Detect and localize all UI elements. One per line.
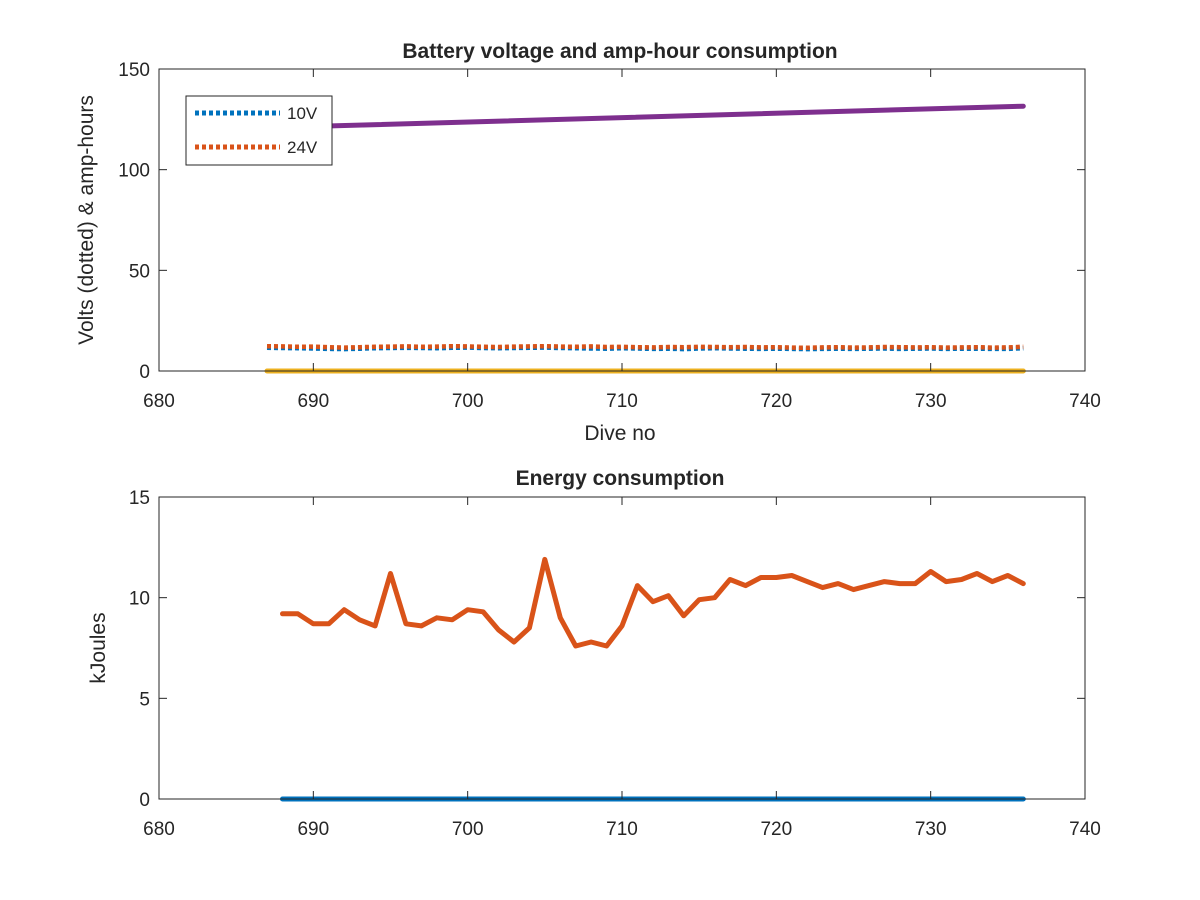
top-x-tick-label: 680 [143,391,175,412]
top-y-tick-label: 0 [139,362,150,383]
bottom-ticks-group: 680 690 700 710 720 730 740 0 5 10 15 [129,488,1101,840]
top-x-tick-label: 690 [297,391,329,412]
bottom-chart: Energy consumption 680 690 700 710 720 730 740… [87,467,1101,840]
bottom-x-tick-label: 740 [1069,819,1101,840]
top-y-tick-label: 100 [118,161,150,182]
bottom-series-line-1 [280,556,1026,649]
bottom-x-tick-label: 730 [915,819,947,840]
top-chart-title: Battery voltage and amp-hour consumption [402,40,837,63]
top-x-tick-label: 720 [760,391,792,412]
bottom-y-tick-label: 15 [129,488,150,509]
bottom-y-axis-label: kJoules [87,612,110,683]
top-x-tick-label: 730 [915,391,947,412]
top-series-line-2 [310,103,1026,129]
bottom-chart-title: Energy consumption [516,467,725,490]
bottom-y-tick-label: 5 [139,689,150,710]
top-series-line-1 [266,343,1024,351]
bottom-x-tick-label: 720 [760,819,792,840]
bottom-y-tick-label: 10 [129,589,150,610]
top-y-tick-label: 50 [129,261,150,282]
legend[interactable]: 10V 24V [185,95,333,166]
top-x-tick-label: 700 [452,391,484,412]
top-chart: Battery voltage and amp-hour consumption… [75,40,1101,445]
legend-label-10v: 10V [287,104,318,123]
bottom-plot-frame [158,496,1086,800]
top-y-axis-label: Volts (dotted) & amp-hours [75,95,98,345]
bottom-y-tick-label: 0 [139,790,150,811]
bottom-series-group [280,556,1026,802]
legend-box [185,95,333,166]
top-series-group [264,103,1026,374]
bottom-x-tick-label: 710 [606,819,638,840]
legend-label-24v: 24V [287,138,318,157]
top-x-tick-label: 710 [606,391,638,412]
bottom-x-tick-label: 690 [297,819,329,840]
top-y-tick-label: 150 [118,60,150,81]
top-x-axis-label: Dive no [584,422,655,445]
top-x-tick-label: 740 [1069,391,1101,412]
bottom-x-tick-label: 680 [143,819,175,840]
top-ticks-group: 680 690 700 710 720 730 740 0 50 100 150 [118,60,1101,412]
bottom-x-tick-label: 700 [452,819,484,840]
